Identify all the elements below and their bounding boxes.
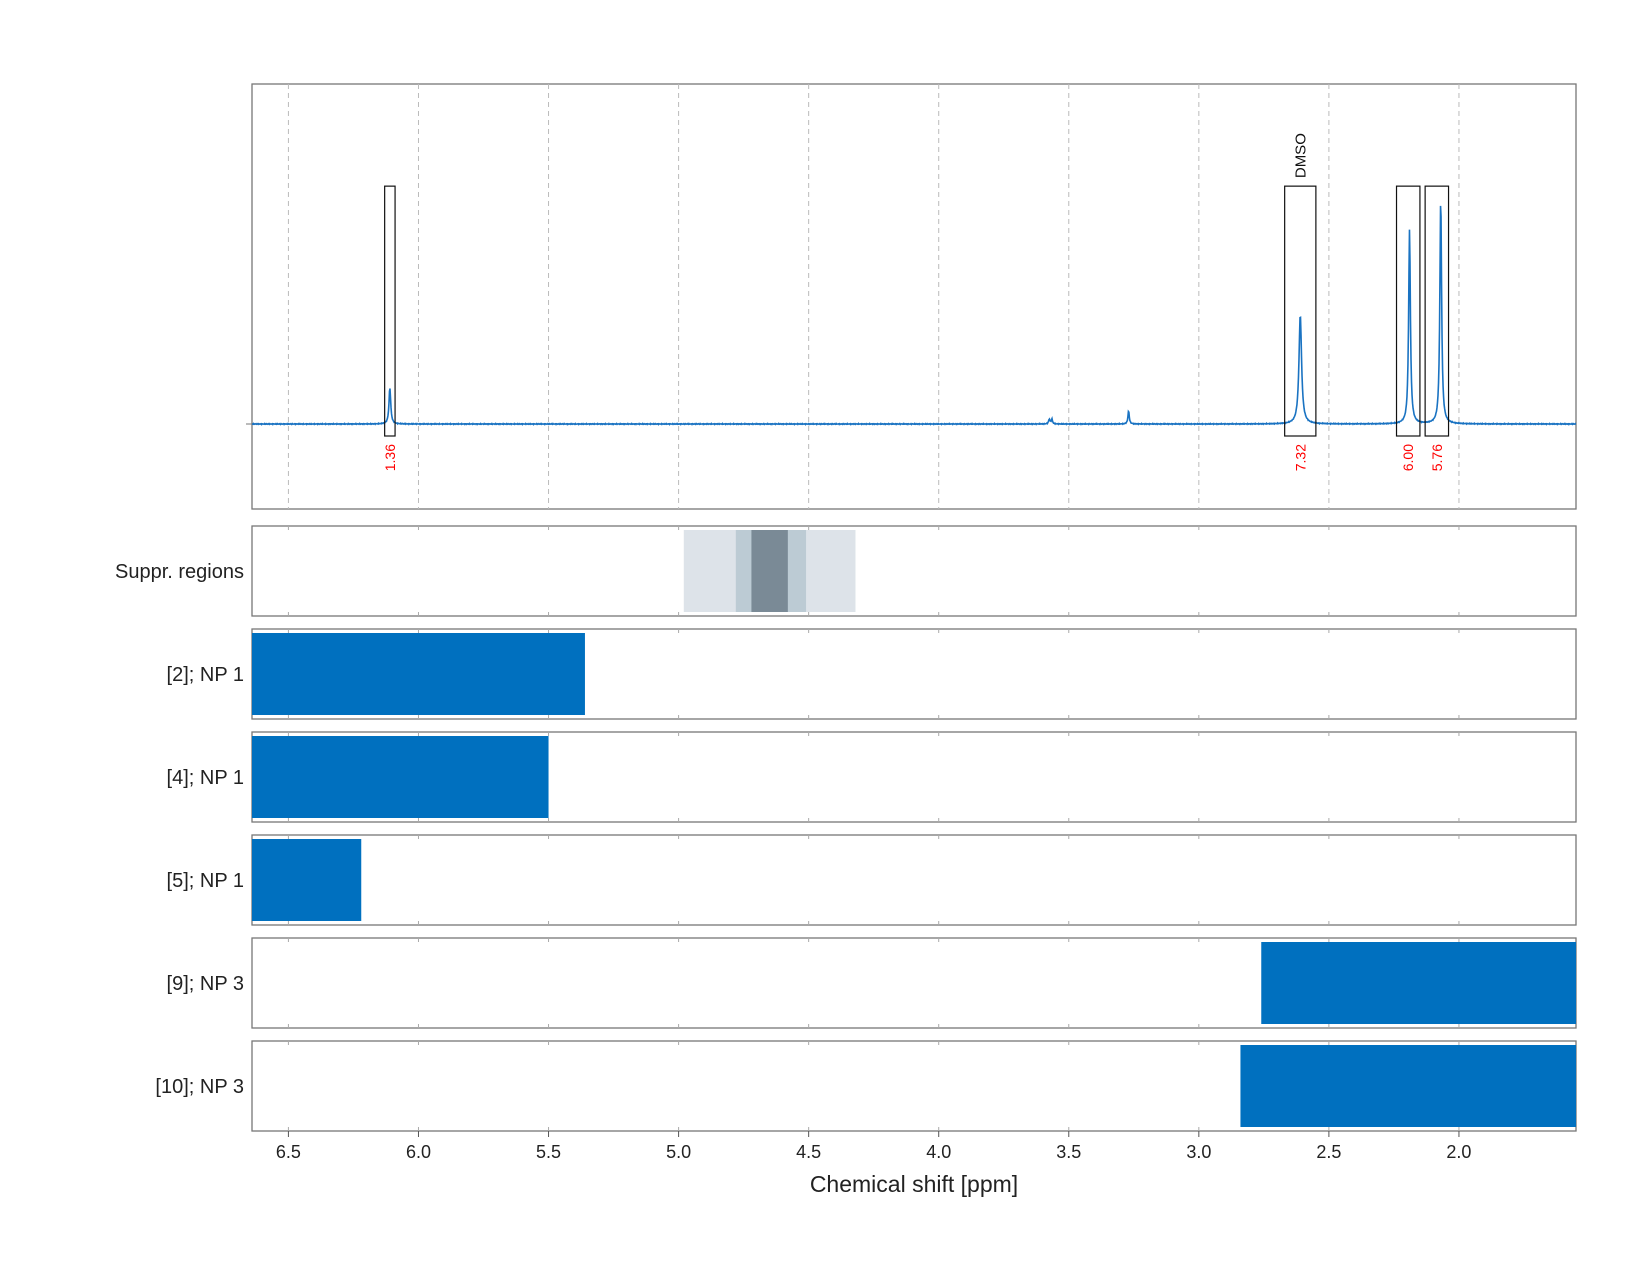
bin-bar	[1240, 1045, 1576, 1127]
integral-label: 1.36	[382, 444, 398, 471]
x-tick-label: 4.0	[926, 1142, 951, 1162]
row-label: [5]; NP 1	[167, 870, 244, 892]
panel-frame	[251, 525, 1577, 617]
x-axis-title: Chemical shift [ppm]	[810, 1171, 1018, 1197]
x-tick-label: 5.5	[536, 1142, 561, 1162]
row-label: [4]; NP 1	[167, 767, 244, 789]
integration-box	[1284, 185, 1317, 437]
row-label: Suppr. regions	[115, 561, 244, 583]
bin-panel-2	[251, 834, 1577, 926]
integration-box	[384, 185, 396, 437]
x-tick-label: 3.0	[1186, 1142, 1211, 1162]
bin-bar	[252, 736, 549, 818]
spectrum-line	[252, 205, 1576, 426]
x-tick-label: 2.0	[1446, 1142, 1471, 1162]
integration-box	[1424, 185, 1450, 437]
integral-label: 7.32	[1292, 444, 1308, 471]
x-tick-label: 6.0	[406, 1142, 431, 1162]
peak-name-label: DMSO	[1292, 133, 1309, 178]
row-label: [10]; NP 3	[155, 1076, 244, 1098]
integral-label: 6.00	[1400, 444, 1416, 471]
bin-bar	[252, 633, 585, 715]
x-tick-label: 3.5	[1056, 1142, 1081, 1162]
suppression-band	[751, 530, 788, 612]
x-tick-label: 5.0	[666, 1142, 691, 1162]
bin-bar	[1261, 942, 1576, 1024]
x-tick-label: 2.5	[1316, 1142, 1341, 1162]
panel-frame	[251, 834, 1577, 926]
integration-box	[1395, 185, 1421, 437]
bin-bar	[252, 839, 362, 921]
spectrum-panel	[251, 83, 1577, 510]
x-tick-label: 6.5	[276, 1142, 301, 1162]
suppression-panel	[251, 525, 1577, 617]
row-label: [9]; NP 3	[167, 973, 244, 995]
panel-frame	[251, 83, 1577, 510]
row-label: [2]; NP 1	[167, 664, 244, 686]
integral-label: 5.76	[1429, 444, 1445, 471]
x-tick-label: 4.5	[796, 1142, 821, 1162]
